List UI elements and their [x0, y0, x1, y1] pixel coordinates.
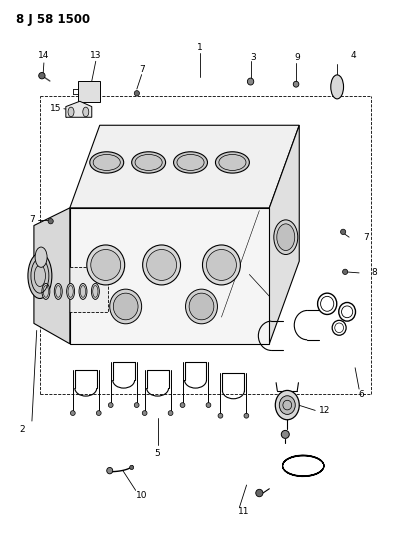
Ellipse shape	[142, 245, 180, 285]
Text: 5: 5	[155, 449, 160, 457]
Text: 9: 9	[294, 53, 300, 61]
Ellipse shape	[142, 411, 147, 416]
Text: 7: 7	[30, 215, 35, 224]
Ellipse shape	[340, 229, 346, 235]
Ellipse shape	[79, 284, 87, 300]
Ellipse shape	[206, 403, 211, 407]
Polygon shape	[269, 125, 299, 344]
Ellipse shape	[113, 293, 138, 320]
Ellipse shape	[206, 249, 236, 280]
Ellipse shape	[281, 431, 289, 438]
Polygon shape	[38, 266, 108, 312]
Text: 1: 1	[197, 44, 202, 52]
Ellipse shape	[91, 249, 120, 280]
Ellipse shape	[42, 284, 50, 300]
Ellipse shape	[107, 467, 113, 474]
Text: 15: 15	[50, 104, 62, 113]
Text: 11: 11	[238, 507, 249, 516]
Ellipse shape	[70, 411, 75, 416]
Bar	[78, 81, 100, 102]
Ellipse shape	[90, 152, 124, 173]
Ellipse shape	[39, 72, 45, 79]
Polygon shape	[34, 208, 70, 344]
Ellipse shape	[174, 152, 207, 173]
Ellipse shape	[54, 284, 62, 300]
Text: 13: 13	[90, 52, 101, 60]
Ellipse shape	[146, 249, 176, 280]
Ellipse shape	[91, 284, 99, 300]
Text: 8: 8	[371, 269, 377, 277]
Ellipse shape	[189, 293, 214, 320]
Ellipse shape	[275, 390, 299, 420]
Ellipse shape	[277, 224, 295, 251]
Ellipse shape	[130, 465, 134, 470]
Ellipse shape	[331, 75, 344, 99]
Ellipse shape	[87, 245, 124, 285]
Ellipse shape	[108, 403, 113, 407]
Text: 6: 6	[358, 390, 364, 399]
Ellipse shape	[28, 253, 52, 298]
Ellipse shape	[68, 107, 74, 117]
Ellipse shape	[132, 152, 166, 173]
Ellipse shape	[48, 219, 53, 224]
Ellipse shape	[67, 284, 75, 300]
Ellipse shape	[168, 411, 173, 416]
Ellipse shape	[215, 152, 249, 173]
Text: 12: 12	[319, 406, 331, 415]
Ellipse shape	[256, 489, 263, 497]
Ellipse shape	[180, 403, 185, 407]
Ellipse shape	[96, 411, 101, 416]
Ellipse shape	[274, 220, 298, 255]
Text: 10: 10	[136, 491, 147, 500]
Text: 4: 4	[350, 52, 356, 60]
Ellipse shape	[247, 78, 254, 85]
Text: 7: 7	[139, 65, 144, 74]
Polygon shape	[66, 101, 92, 117]
Text: 2: 2	[19, 425, 25, 433]
Ellipse shape	[342, 269, 348, 274]
Ellipse shape	[218, 414, 223, 418]
Text: 8 J 58 1500: 8 J 58 1500	[16, 13, 90, 26]
Ellipse shape	[83, 107, 89, 117]
Ellipse shape	[279, 395, 295, 415]
Text: 3: 3	[251, 53, 256, 61]
Ellipse shape	[293, 82, 299, 87]
Ellipse shape	[134, 403, 139, 407]
Ellipse shape	[35, 247, 47, 268]
Text: 7: 7	[363, 233, 369, 241]
Polygon shape	[70, 208, 269, 344]
Ellipse shape	[244, 414, 249, 418]
Polygon shape	[70, 125, 299, 208]
Text: 14: 14	[38, 52, 49, 60]
Ellipse shape	[110, 289, 142, 324]
Ellipse shape	[134, 91, 140, 96]
Ellipse shape	[186, 289, 217, 324]
Ellipse shape	[202, 245, 240, 285]
